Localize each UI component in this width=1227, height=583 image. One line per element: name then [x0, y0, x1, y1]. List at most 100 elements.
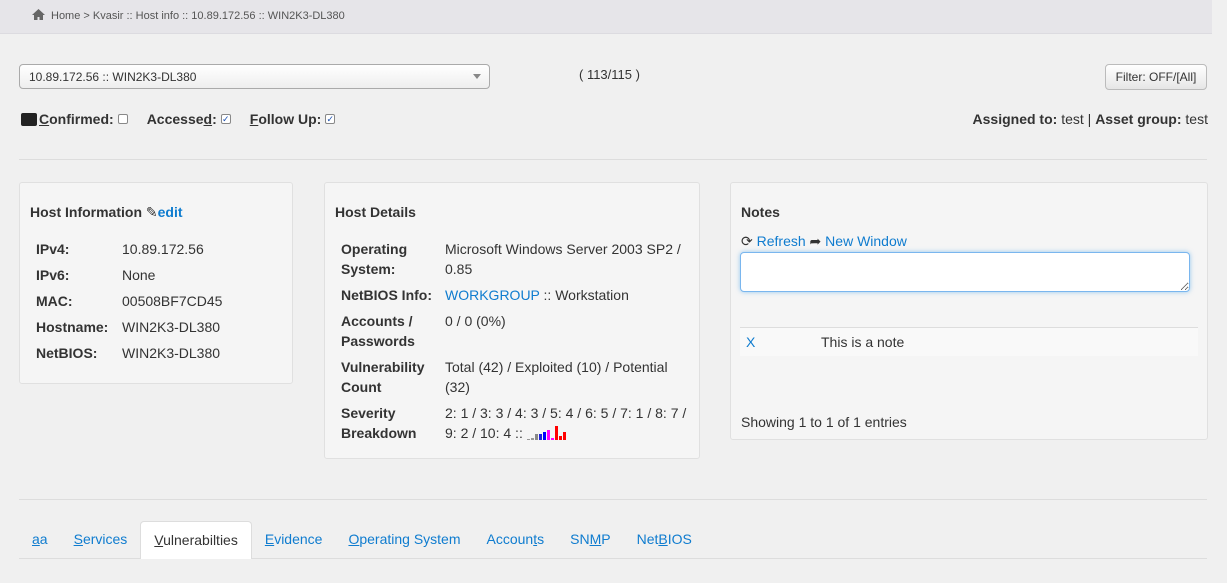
- label-part: a: [39, 531, 48, 547]
- edit-link[interactable]: edit: [157, 204, 183, 220]
- accesskey: F: [249, 111, 259, 127]
- severity-value: 2: 1 / 3: 3 / 4: 3 / 5: 4 / 6: 5 / 7: 1 …: [445, 405, 687, 441]
- accesskey: V: [154, 532, 164, 548]
- host-select-value: 10.89.172.56 :: WIN2K3-DL380: [29, 70, 197, 84]
- terminal-icon: [21, 112, 37, 126]
- host-information-panel: Host Information ✎edit IPv4: 10.89.172.56…: [19, 182, 293, 384]
- tab-aa[interactable]: aa: [19, 521, 61, 559]
- note-textarea[interactable]: [740, 252, 1190, 292]
- flag-checkbox[interactable]: [117, 114, 128, 124]
- severity-bar-6: [546, 430, 550, 440]
- accesskey: t: [533, 531, 538, 547]
- vuln-count-label: Vulnerability Count: [341, 359, 425, 395]
- host-information-title: Host Information: [30, 204, 142, 220]
- tab-snmp[interactable]: SNMP: [557, 521, 623, 559]
- filter-button[interactable]: Filter: OFF/[All]: [1105, 64, 1207, 90]
- assignment: Assigned to: test | Asset group: test: [973, 111, 1208, 127]
- accesskey: B: [658, 531, 668, 547]
- new-window-link[interactable]: New Window: [825, 233, 907, 249]
- severity-bar-3: [534, 434, 538, 440]
- assigned-label: Assigned to:: [972, 111, 1058, 127]
- label-part: Accoun: [486, 531, 534, 547]
- host-details-panel: Host Details Operating System: Microsoft …: [324, 182, 700, 459]
- flag-checkbox[interactable]: ✓: [220, 114, 231, 124]
- host-info-row: Hostname: WIN2K3-DL380: [36, 315, 222, 339]
- host-details-table: Operating System: Microsoft Windows Serve…: [339, 235, 691, 447]
- label-part: Accesse: [146, 111, 204, 127]
- notes-panel: Notes ⟳ Refresh ➦ New Window X This is a…: [730, 182, 1208, 440]
- divider: [19, 159, 1207, 160]
- host-count: ( 113/115 ): [579, 67, 640, 82]
- tab-netbios[interactable]: NetBIOS: [624, 521, 705, 559]
- accounts-value: 0 / 0 (0%): [445, 313, 506, 329]
- severity-bar-4: [538, 434, 542, 440]
- accesskey: d: [203, 111, 213, 127]
- host-info-row: NetBIOS: WIN2K3-DL380: [36, 341, 222, 365]
- severity-sparkline: [526, 426, 566, 440]
- tab-services[interactable]: Services: [61, 521, 141, 559]
- row-label: Hostname:: [36, 319, 109, 335]
- notes-info: Showing 1 to 1 of 1 entries: [741, 414, 907, 430]
- refresh-icon[interactable]: ⟳: [741, 233, 753, 249]
- accesskey: M: [589, 531, 602, 547]
- label-part: onfirmed:: [49, 111, 114, 127]
- label-part: ulnerabilties: [163, 532, 238, 548]
- row-label: MAC:: [36, 293, 73, 309]
- row-label: IPv4:: [36, 241, 70, 257]
- label-part: IOS: [667, 531, 692, 547]
- flag-1: Accesse d: ✓: [147, 111, 231, 127]
- flag-checkbox[interactable]: ✓: [325, 114, 336, 124]
- row-label: NetBIOS:: [36, 345, 98, 361]
- tab-operating-system[interactable]: Operating System: [335, 521, 473, 559]
- assigned-value: test: [1061, 111, 1084, 127]
- edit-icon[interactable]: ✎: [145, 204, 158, 220]
- host-info-row: IPv4: 10.89.172.56: [36, 237, 222, 261]
- label-part: ollow Up:: [258, 111, 322, 127]
- divider: [19, 499, 1207, 500]
- tab-vulnerabilties[interactable]: Vulnerabilties: [140, 521, 252, 559]
- tab-accounts[interactable]: Accounts: [474, 521, 558, 559]
- row-value: 00508BF7CD45: [122, 293, 223, 309]
- note-text: This is a note: [821, 334, 905, 350]
- accounts-label: Accounts / Passwords: [341, 313, 415, 349]
- severity-bar-9: [558, 436, 562, 440]
- row-value: 10.89.172.56: [122, 241, 204, 257]
- label-part: s: [537, 531, 545, 547]
- tab-bar: aa Services Vulnerabilties Evidence Operatin…: [19, 521, 1207, 559]
- host-select[interactable]: 10.89.172.56 :: WIN2K3-DL380: [19, 64, 490, 89]
- netbios-label: NetBIOS Info:: [341, 287, 432, 303]
- row-label: IPv6:: [36, 267, 70, 283]
- os-value: Microsoft Windows Server 2003 SP2 / 0.85: [445, 241, 681, 277]
- share-icon: ➦: [809, 233, 822, 249]
- breadcrumb: Home > Kvasir :: Host info :: 10.89.172.…: [0, 0, 1212, 34]
- severity-bar-10: [562, 432, 566, 440]
- label-part: perating System: [359, 531, 461, 547]
- row-value: None: [122, 267, 156, 283]
- tab-evidence[interactable]: Evidence: [252, 521, 336, 559]
- workgroup-link[interactable]: WORKGROUP: [445, 287, 540, 303]
- accesskey: E: [264, 531, 275, 547]
- label-part: P: [601, 531, 611, 547]
- asset-group-value: test: [1185, 111, 1208, 127]
- delete-note-button[interactable]: X: [746, 334, 756, 350]
- label-part: vidence: [274, 531, 323, 547]
- accesskey: C: [39, 111, 50, 127]
- label-part: ervices: [82, 531, 128, 547]
- host-info-table: IPv4: 10.89.172.56 IPv6: None MAC: 00508BF7CD…: [34, 235, 224, 367]
- asset-group-label: Asset group:: [1095, 111, 1182, 127]
- accesskey: O: [348, 531, 360, 547]
- note-row: X This is a note: [740, 327, 1198, 356]
- severity-label: Severity Breakdown: [341, 405, 417, 441]
- label-part: SN: [570, 531, 590, 547]
- vuln-count-value: Total (42) / Exploited (10) / Potential …: [445, 359, 668, 395]
- breadcrumb-text[interactable]: Home > Kvasir :: Host info :: 10.89.172.…: [51, 10, 345, 22]
- refresh-link[interactable]: Refresh: [756, 233, 806, 249]
- row-value: WIN2K3-DL380: [122, 345, 221, 361]
- home-icon[interactable]: [32, 9, 45, 20]
- severity-bar-1: [526, 439, 530, 440]
- notes-title: Notes: [741, 204, 780, 220]
- netbios-value: :: Workstation: [539, 287, 629, 303]
- os-label: Operating System:: [341, 241, 408, 277]
